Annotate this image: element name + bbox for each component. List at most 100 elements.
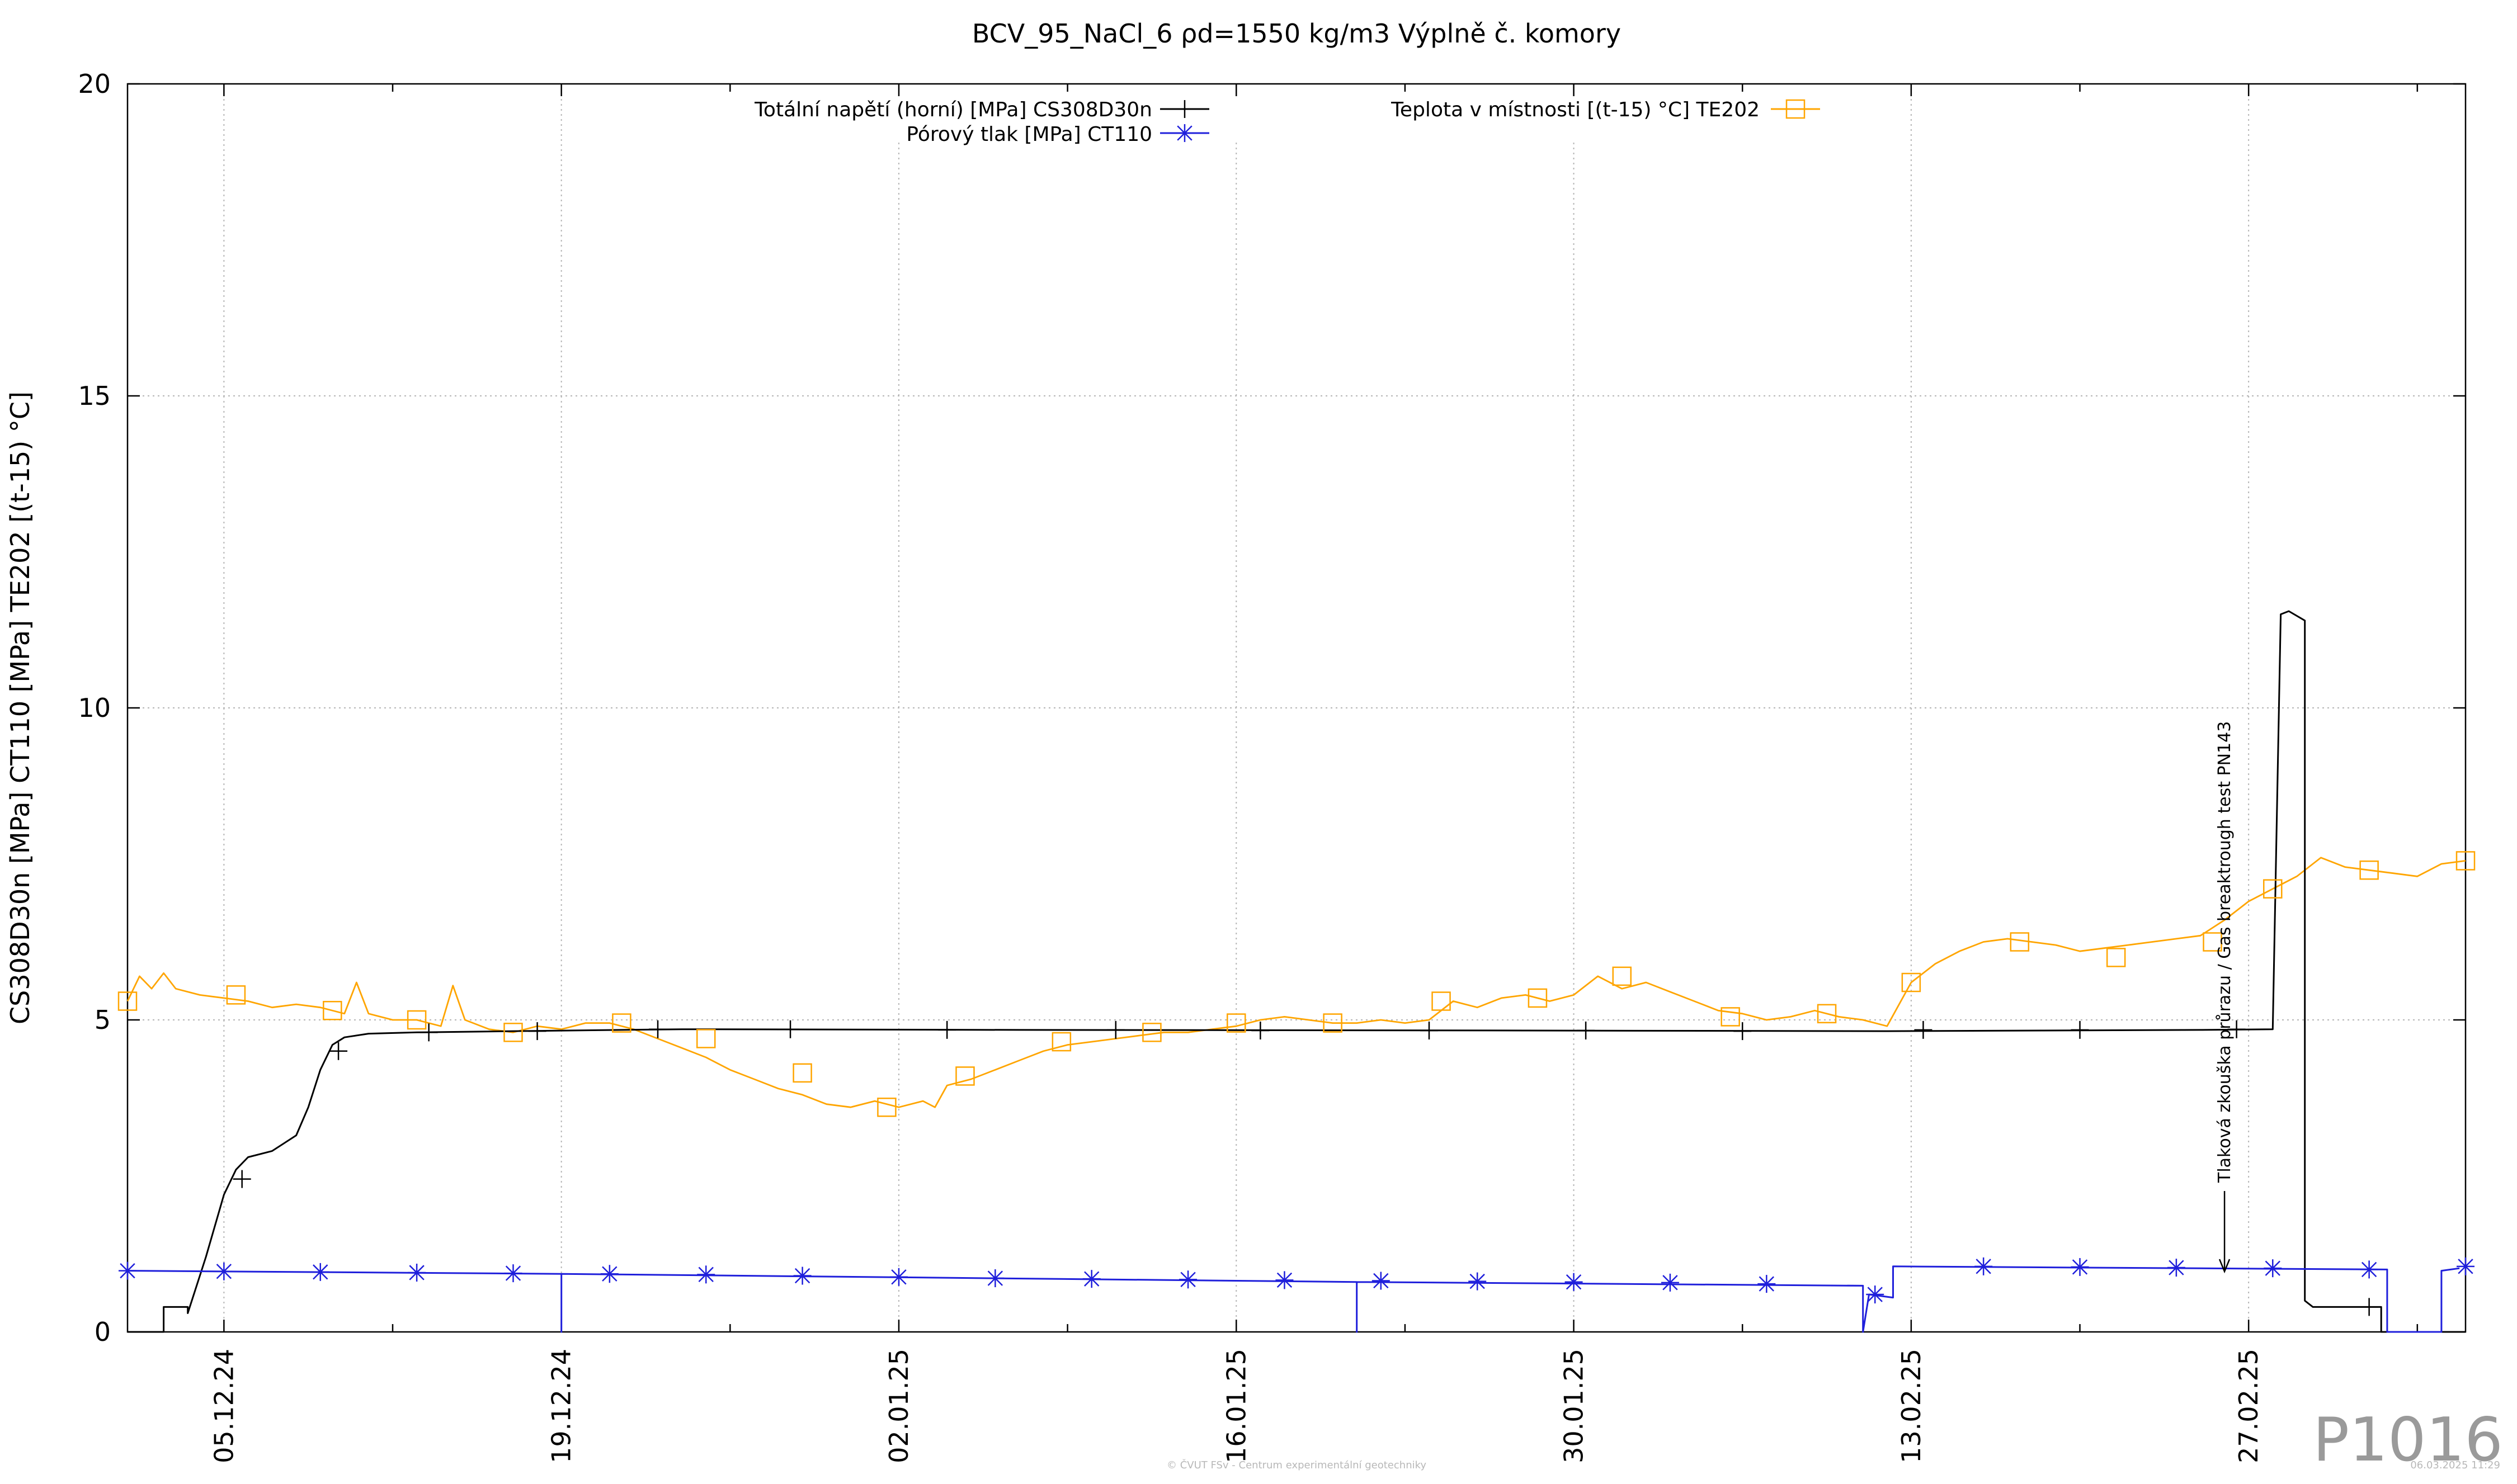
square-marker: [696, 1029, 716, 1048]
x-tick-label: 05.12.24: [209, 1349, 239, 1463]
plus-marker: [1106, 1020, 1125, 1039]
square-marker: [2106, 948, 2126, 967]
asterisk-marker: [1179, 1270, 1198, 1289]
footer-timestamp: 06.03.2025 11:29: [2410, 1459, 2500, 1471]
x-tick-label: 02.01.25: [884, 1349, 914, 1463]
series-line-square: [126, 857, 2466, 1108]
square-marker: [323, 1001, 342, 1020]
asterisk-marker: [600, 1265, 619, 1283]
annotation-arrow-head: [2218, 1259, 2231, 1274]
y-tick-label: 0: [95, 1317, 111, 1347]
asterisk-marker: [408, 1263, 426, 1282]
asterisk-marker: [1468, 1272, 1487, 1291]
square-marker: [955, 1066, 975, 1086]
plus-marker: [2360, 1298, 2378, 1316]
series-line-plus: [128, 610, 2466, 1333]
square-marker-box: [1721, 1007, 1740, 1027]
square-marker: [1721, 1007, 1740, 1027]
footer-credit: © ČVUT FSv - Centrum experimentální geot…: [1167, 1459, 1426, 1471]
square-marker-box: [2455, 851, 2476, 871]
square-marker: [226, 985, 246, 1005]
plus-marker: [2071, 1020, 2089, 1039]
annotation-text: Tlaková zkouška průrazu / Gas breaktroug…: [2215, 721, 2235, 1183]
asterisk-d2: [2265, 1260, 2280, 1276]
plus-marker: [649, 1020, 667, 1038]
square-marker: [1817, 1004, 1837, 1024]
asterisk-marker: [889, 1268, 908, 1286]
asterisk-d2: [987, 1270, 1003, 1286]
asterisk-marker: [1176, 124, 1194, 142]
asterisk-marker: [2071, 1258, 2089, 1276]
square-marker: [612, 1013, 631, 1033]
asterisk-d2: [698, 1266, 714, 1283]
square-marker-box: [407, 1010, 427, 1030]
square-marker-box: [1227, 1013, 1246, 1033]
square-marker: [877, 1097, 897, 1117]
square-marker-box: [1528, 988, 1548, 1008]
square-marker-box: [2359, 860, 2379, 880]
x-tick-label: 30.01.25: [1559, 1349, 1589, 1463]
square-marker: [2010, 932, 2030, 952]
plus-marker: [781, 1020, 800, 1038]
square-marker-box: [2010, 932, 2030, 952]
asterisk-marker: [311, 1263, 329, 1281]
y-tick-label: 5: [95, 1005, 111, 1035]
asterisk-marker: [986, 1269, 1005, 1288]
square-marker-box: [793, 1063, 812, 1083]
plus-marker: [1914, 1020, 1932, 1039]
square-marker: [1052, 1032, 1072, 1052]
square-marker-box: [117, 991, 138, 1011]
asterisk-d2: [1084, 1271, 1100, 1287]
asterisk-d2: [409, 1265, 425, 1280]
asterisk-d2: [602, 1266, 618, 1282]
asterisk-marker: [1661, 1273, 1679, 1292]
plus-marker: [1420, 1021, 1439, 1039]
asterisk-d2: [2169, 1260, 2184, 1275]
asterisk-marker: [1082, 1270, 1101, 1288]
asterisk-d2: [313, 1264, 328, 1280]
square-marker-box: [503, 1023, 523, 1042]
asterisk-d2: [794, 1268, 810, 1284]
square-marker: [2263, 879, 2283, 899]
asterisk-d2: [2072, 1259, 2088, 1275]
square-marker-box: [1431, 991, 1451, 1011]
square-marker: [1227, 1013, 1246, 1033]
square-marker-box: [1612, 966, 1632, 986]
square-marker: [407, 1010, 427, 1030]
asterisk-marker: [119, 1261, 136, 1280]
plus-marker: [1176, 100, 1194, 118]
asterisk-d2: [1662, 1275, 1678, 1291]
y-tick-label: 15: [78, 381, 111, 411]
plus-marker: [528, 1022, 546, 1041]
x-tick-label: 13.02.25: [1896, 1349, 1926, 1463]
square-marker: [2359, 860, 2379, 880]
asterisk-d2: [120, 1263, 135, 1279]
asterisk-d2: [891, 1269, 907, 1285]
plus-marker: [329, 1042, 348, 1060]
square-marker-box: [955, 1066, 975, 1086]
asterisk-marker: [2457, 1257, 2474, 1275]
asterisk-d2: [216, 1264, 232, 1279]
square-marker: [1431, 991, 1451, 1011]
x-tick-label: 19.12.24: [546, 1349, 577, 1463]
asterisk-marker: [1564, 1273, 1583, 1291]
plus-marker: [2227, 1020, 2246, 1038]
asterisk-marker: [215, 1262, 233, 1280]
legend-label: Teplota v místnosti [(t-15) °C] TE202: [1391, 98, 1760, 121]
square-marker-box: [226, 985, 246, 1005]
square-marker: [2203, 932, 2222, 952]
x-tick-label: 27.02.25: [2233, 1349, 2264, 1463]
square-marker: [1528, 988, 1548, 1008]
asterisk-d2: [1759, 1276, 1774, 1292]
asterisk-d2: [1867, 1287, 1883, 1302]
asterisk-marker: [2264, 1259, 2282, 1278]
square-marker-box: [2203, 932, 2222, 952]
square-marker-box: [1901, 972, 1921, 993]
plus-marker: [1733, 1022, 1752, 1041]
square-marker-box: [1142, 1023, 1162, 1042]
plus-marker: [1577, 1021, 1595, 1039]
asterisk-d2: [1469, 1273, 1485, 1289]
plus-marker: [420, 1023, 438, 1042]
